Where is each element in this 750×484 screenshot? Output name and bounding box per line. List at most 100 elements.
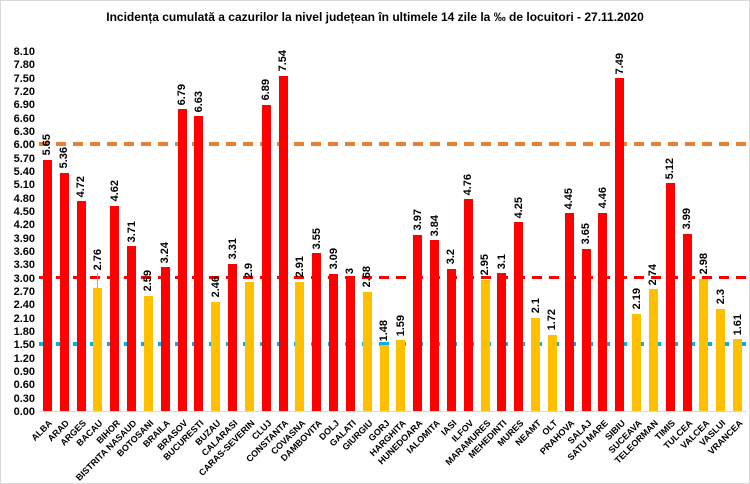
bar-group-sibiu: 7.49 — [611, 52, 628, 411]
bar-group-bihor: 4.62 — [106, 52, 123, 411]
bar-group-satu-mare: 4.46 — [595, 52, 612, 411]
bar-group-tulcea: 3.99 — [679, 52, 696, 411]
bar-value-label: 1.72 — [546, 309, 559, 331]
bar-group-mures: 4.25 — [510, 52, 527, 411]
bar — [127, 246, 137, 411]
bar-group-alba: 5.65 — [39, 52, 56, 411]
bar-group-botosani: 2.59 — [140, 52, 157, 411]
bar-value-label: 2.98 — [697, 253, 710, 275]
y-axis-tick-label: 3.00 — [13, 272, 35, 285]
bar-value-label: 3.84 — [428, 214, 441, 237]
bar — [93, 288, 103, 411]
y-axis-tick-label: 1.20 — [13, 352, 35, 365]
bar-group-calarasi: 3.31 — [224, 52, 241, 411]
bar — [699, 278, 709, 411]
bar — [110, 205, 120, 411]
bar-group-brasov: 6.79 — [174, 52, 191, 411]
bar — [194, 116, 204, 411]
bar-value-label: 5.36 — [58, 147, 71, 169]
y-axis-tick-label: 1.80 — [13, 326, 35, 338]
bar — [682, 233, 692, 411]
bar-value-label: 3.09 — [327, 248, 340, 270]
bar-group-harghita: 1.59 — [393, 52, 410, 411]
bar-group-teleorman: 2.74 — [645, 52, 662, 411]
bar-group-gorj: 1.48 — [376, 52, 393, 411]
bar — [76, 201, 86, 411]
bar-group-maramures: 2.95 — [477, 52, 494, 411]
bar-value-label: 1.48 — [378, 319, 391, 342]
bar — [160, 267, 170, 411]
bar — [362, 291, 372, 411]
bar — [42, 159, 52, 411]
y-axis: 0.00 0.30 0.60 0.90 1.20 1.50 1.80 2.10 2.40 2.70… — [1, 46, 35, 418]
y-axis-tick-label: 7.80 — [13, 59, 35, 72]
bar-group-dolj: 3.09 — [325, 52, 342, 411]
bar — [531, 317, 541, 411]
reference-line-3 — [39, 276, 746, 280]
y-axis-tick-label: 5.40 — [13, 166, 35, 178]
bar — [733, 339, 743, 411]
bar-value-label: 2.59 — [142, 270, 155, 292]
bar-group-ialomita: 3.84 — [426, 52, 443, 411]
bar-group-bucuresti: 6.63 — [191, 52, 208, 411]
bar-group-galati: 3 — [342, 52, 359, 411]
bar — [716, 308, 726, 411]
bar-value-label: 2.76 — [91, 248, 104, 271]
bar — [211, 301, 221, 411]
bar — [228, 263, 238, 411]
y-axis-tick-label: 1.50 — [13, 339, 35, 352]
y-axis-tick-label: 6.60 — [13, 112, 35, 125]
bar — [261, 104, 271, 411]
bar-group-braila: 3.24 — [157, 52, 174, 411]
bar — [463, 199, 473, 411]
y-axis-tick-label: 0.30 — [13, 392, 35, 405]
bar — [295, 281, 305, 411]
bar-value-label: 3.24 — [159, 241, 172, 263]
bar-value-label: 4.46 — [596, 187, 609, 209]
y-axis-tick-label: 3.30 — [13, 259, 35, 272]
bar — [581, 248, 591, 411]
bar — [59, 172, 69, 411]
label-leader-line — [97, 273, 99, 289]
y-axis-tick-label: 0.90 — [13, 366, 35, 378]
bar-group-hunedoara: 3.97 — [409, 52, 426, 411]
bar-value-label: 6.63 — [192, 90, 205, 113]
bar — [345, 277, 355, 411]
bar-value-label: 2.74 — [647, 263, 660, 286]
bar-group-giurgiu: 2.68 — [359, 52, 376, 411]
bar — [514, 222, 524, 411]
bar-value-label: 4.76 — [462, 174, 475, 196]
bar-value-label: 2.91 — [293, 256, 306, 278]
bar — [564, 213, 574, 411]
bar-group-vrancea: 1.61 — [729, 52, 746, 411]
plot-area: 5.65 5.36 4.72 2.76 4.62 3.71 2.59 3.24 6.79 6.63… — [39, 50, 746, 412]
bar-group-suceava: 2.19 — [628, 52, 645, 411]
bar-value-label: 2.9 — [243, 262, 256, 279]
bar-value-label: 3.71 — [125, 220, 138, 243]
bar-group-constanta: 7.54 — [275, 50, 292, 411]
x-axis: ALBA ARAD ARGES BACAU BIHOR BISTRITA NASAUD BO… — [30, 412, 746, 483]
bar-value-label: 2.19 — [630, 288, 643, 310]
bar — [615, 78, 625, 411]
y-axis-tick-label: 5.70 — [13, 152, 35, 165]
bar-value-label: 2.68 — [361, 266, 374, 288]
bar-value-label: 6.79 — [176, 83, 189, 106]
bar-group-prahova: 4.45 — [561, 52, 578, 411]
bar — [379, 345, 389, 411]
bar-value-label: 7.49 — [613, 52, 626, 75]
bar-value-label: 4.25 — [512, 196, 525, 219]
bar — [177, 109, 187, 411]
bar — [648, 289, 658, 411]
bar-group-neamt: 2.1 — [527, 52, 544, 411]
bar-group-bacau: 2.76 — [90, 52, 107, 411]
bar-group-iasi: 3.2 — [443, 52, 460, 411]
reference-line-6 — [39, 142, 746, 147]
y-axis-tick-label: 3.60 — [13, 246, 35, 258]
bar — [430, 240, 440, 411]
bar — [598, 212, 608, 411]
bar-group-bistrita-nasaud: 3.71 — [123, 52, 140, 411]
bar-value-label: 3.99 — [681, 208, 694, 230]
y-axis-tick-label: 7.20 — [13, 86, 35, 98]
reference-line-1.5 — [39, 342, 746, 347]
bar-group-timis: 5.12 — [662, 52, 679, 411]
